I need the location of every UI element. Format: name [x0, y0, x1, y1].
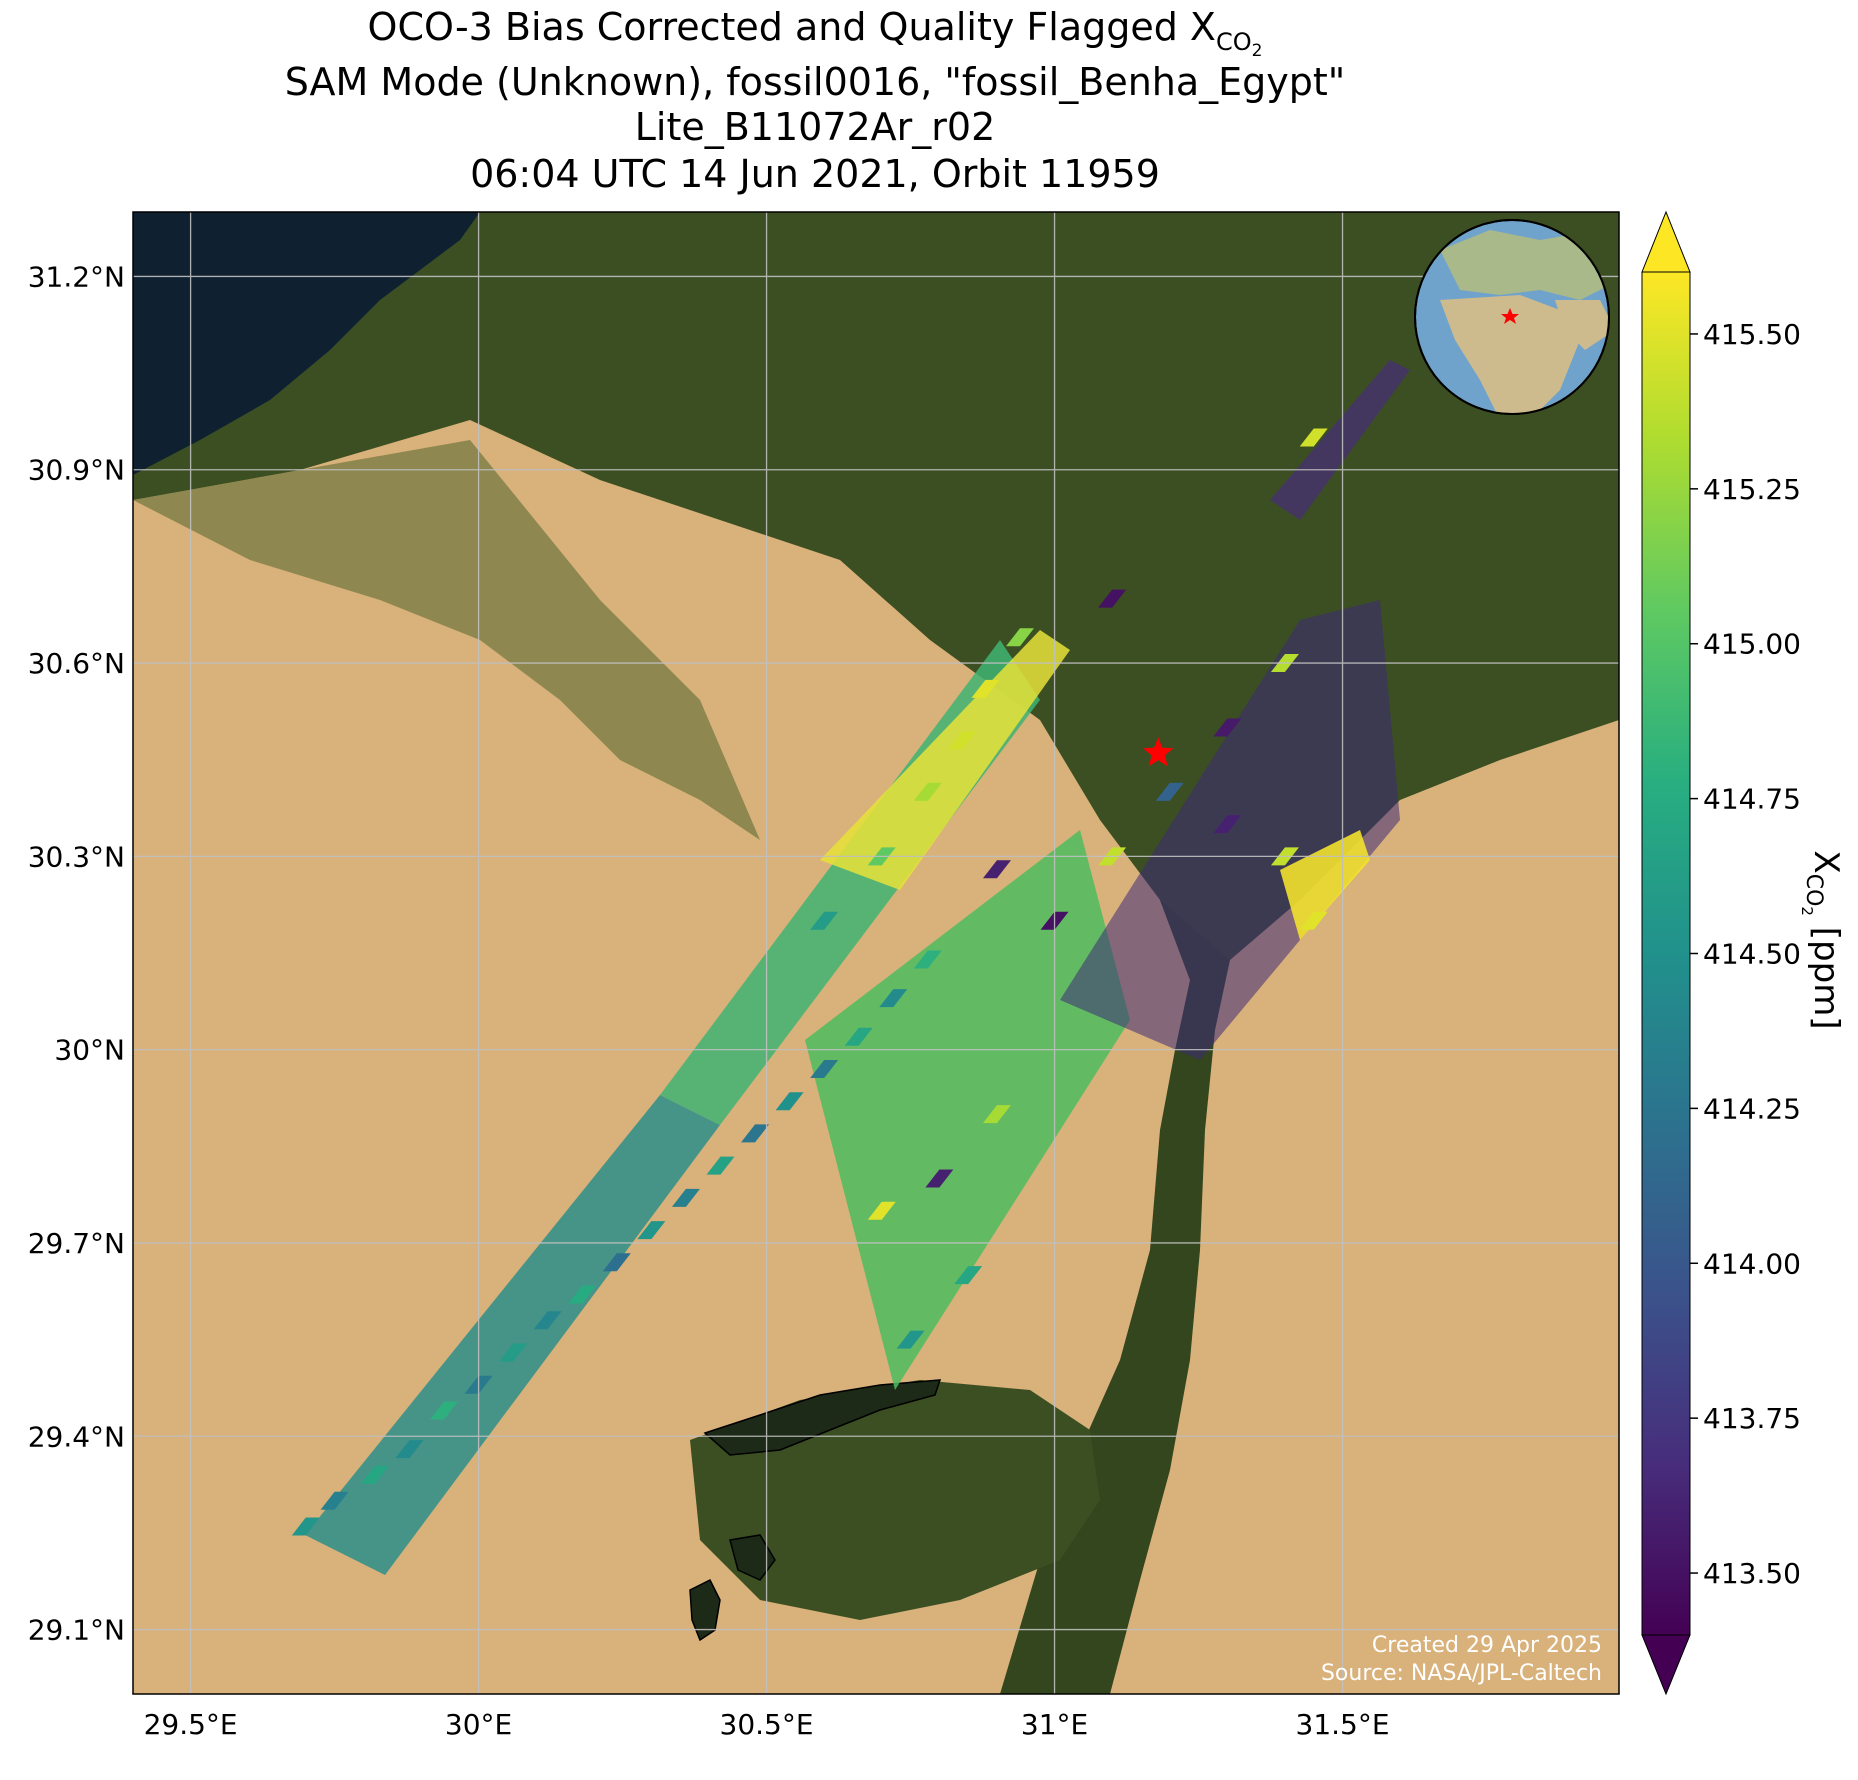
- credit-source: Source: NASA/JPL-Caltech: [1321, 1661, 1602, 1686]
- target-star-marker: [1143, 737, 1174, 767]
- colorbar-label: XCO2 [ppm]: [1798, 850, 1846, 1029]
- globe-africa: [1440, 295, 1580, 414]
- x-tick-label: 31°E: [1021, 1708, 1088, 1741]
- xco2-pixel: [954, 1266, 983, 1285]
- xco2-pixel: [925, 1169, 954, 1188]
- colorbar-extend-bottom: [1641, 1634, 1691, 1696]
- swath-northeast: [1270, 360, 1410, 520]
- y-tick-label: 31.2°N: [28, 260, 125, 293]
- gridlines: [133, 212, 1619, 1694]
- x-tick-label: 31.5°E: [1296, 1708, 1390, 1741]
- nile-valley: [1000, 900, 1230, 1694]
- colorbar-extend-top: [1641, 210, 1691, 273]
- xco2-pixel: [533, 1311, 562, 1330]
- xco2-pixel: [430, 1401, 459, 1420]
- swath-north-yellow: [820, 630, 1070, 890]
- xco2-pixel: [1213, 815, 1242, 834]
- map-area: Created 29 Apr 2025 Source: NASA/JPL-Cal…: [133, 212, 1619, 1694]
- xco2-pixel: [568, 1285, 597, 1304]
- xco2-pixel: [896, 1330, 925, 1349]
- xco2-pixel: [1098, 589, 1127, 608]
- map-frame: [132, 211, 1620, 1695]
- xco2-pixel: [741, 1124, 770, 1143]
- title-line-2: SAM Mode (Unknown), fossil0016, "fossil_…: [285, 60, 1346, 104]
- xco2-pixel: [499, 1343, 528, 1362]
- colorbar-ticks: 413.50 413.75 414.00 414.25 414.50 414.75 415.…: [1690, 318, 1801, 1590]
- xco2-pixel: [867, 1201, 896, 1220]
- x-tick-label: 29.5°E: [144, 1708, 238, 1741]
- globe-target-star: [1501, 308, 1519, 324]
- title-line-3: Lite_B11072Ar_r02: [635, 105, 996, 149]
- colorbar-tick-label: 415.00: [1703, 628, 1801, 661]
- xco2-pixel: [637, 1221, 666, 1240]
- xco2-pixel: [360, 1465, 389, 1484]
- y-tick-label: 29.7°N: [28, 1227, 125, 1260]
- title-line-1: OCO-3 Bias Corrected and Quality Flagged…: [368, 5, 1263, 61]
- xco2-pixel: [1299, 911, 1328, 930]
- colorbar-tick-label: 414.50: [1703, 938, 1801, 971]
- y-tick-label: 30.9°N: [28, 454, 125, 487]
- xco2-pixel: [671, 1188, 700, 1207]
- colorbar-tick-label: 414.75: [1703, 783, 1801, 816]
- xco2-pixel: [913, 782, 942, 801]
- globe-arabia: [1555, 300, 1609, 350]
- globe-europe: [1440, 230, 1609, 300]
- y-tick-label: 30.6°N: [28, 647, 125, 680]
- colorbar-tick-label: 413.50: [1703, 1557, 1801, 1590]
- xco2-pixel: [982, 1105, 1011, 1124]
- y-tick-label: 29.4°N: [28, 1420, 125, 1453]
- swath-east: [1060, 600, 1400, 1060]
- xco2-pixel: [810, 1059, 839, 1078]
- xco2-pixel: [395, 1440, 424, 1459]
- title-line-4: 06:04 UTC 14 Jun 2021, Orbit 11959: [470, 152, 1160, 196]
- xco2-pixel: [982, 860, 1011, 879]
- xco2-pixel: [775, 1092, 804, 1111]
- colorbar-body: [1641, 271, 1691, 1636]
- xco2-pixel: [810, 911, 839, 930]
- x-tick-label: 30.5°E: [720, 1708, 814, 1741]
- xco2-pixel: [913, 950, 942, 969]
- xco2-pixel: [948, 731, 977, 750]
- colorbar-tick-label: 414.25: [1703, 1092, 1801, 1125]
- colorbar-tick-label: 414.00: [1703, 1247, 1801, 1280]
- swath-east-yellow: [1280, 830, 1370, 940]
- xco2-pixel: [844, 1027, 873, 1046]
- mediterranean-sea: [133, 212, 480, 475]
- x-tick-label: 30°E: [445, 1708, 512, 1741]
- xco2-pixel: [1155, 782, 1184, 801]
- y-tick-label: 30.3°N: [28, 840, 125, 873]
- colorbar-tick-label: 415.50: [1703, 318, 1801, 351]
- y-tick-label: 29.1°N: [28, 1614, 125, 1647]
- xco2-pixel: [971, 679, 1000, 698]
- x-axis-ticks: 29.5°E 30°E 30.5°E 31°E 31.5°E: [144, 1708, 1390, 1741]
- xco2-pixel: [1213, 718, 1242, 737]
- swath-central: [805, 830, 1130, 1390]
- colorbar-tick-label: 413.75: [1703, 1402, 1801, 1435]
- xco2-pixel: [879, 989, 908, 1008]
- y-axis-ticks: 29.1°N 29.4°N 29.7°N 30°N 30.3°N 30.6°N 30.9°N…: [28, 260, 125, 1646]
- y-tick-label: 30°N: [54, 1034, 125, 1067]
- delta-vegetation-west: [133, 440, 760, 840]
- credit-created: Created 29 Apr 2025: [1372, 1633, 1602, 1658]
- xco2-pixel: [602, 1253, 631, 1272]
- xco2-pixel: [291, 1517, 320, 1536]
- colorbar-tick-label: 415.25: [1703, 473, 1801, 506]
- colorbar: 413.50 413.75 414.00 414.25 414.50 414.75 415.…: [1641, 210, 1846, 1696]
- xco2-pixel: [1005, 628, 1034, 647]
- xco2-pixel: [1299, 428, 1328, 447]
- xco2-pixel: [706, 1156, 735, 1175]
- inset-globe: [1414, 219, 1610, 415]
- xco2-pixel: [320, 1491, 349, 1510]
